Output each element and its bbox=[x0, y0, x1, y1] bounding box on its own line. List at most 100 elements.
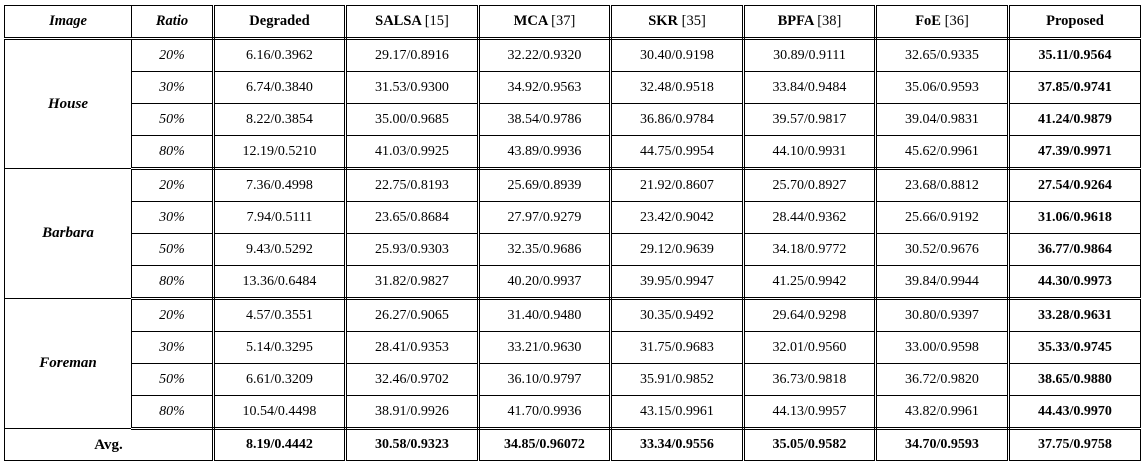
header-image: Image bbox=[4, 5, 132, 40]
value-cell: 30.89/0.9111 bbox=[743, 38, 877, 72]
header-salsa-label: SALSA bbox=[375, 13, 422, 29]
proposed-value-cell: 41.24/0.9879 bbox=[1008, 103, 1141, 136]
value-cell: 8.22/0.3854 bbox=[213, 103, 347, 136]
value-cell: 32.01/0.9560 bbox=[743, 331, 877, 364]
value-cell: 43.89/0.9936 bbox=[478, 135, 612, 170]
value-cell: 29.17/0.8916 bbox=[345, 38, 480, 72]
value-cell: 27.97/0.9279 bbox=[478, 201, 612, 234]
average-value-cell: 37.75/0.9758 bbox=[1008, 428, 1141, 461]
header-mca-label: MCA bbox=[513, 13, 548, 29]
ratio-cell: 20% bbox=[131, 38, 215, 72]
value-cell: 32.48/0.9518 bbox=[610, 71, 745, 104]
proposed-value-cell: 27.54/0.9264 bbox=[1008, 168, 1141, 202]
ratio-cell: 80% bbox=[131, 135, 215, 170]
value-cell: 36.73/0.9818 bbox=[743, 363, 877, 396]
value-cell: 7.36/0.4998 bbox=[213, 168, 347, 202]
value-cell: 39.57/0.9817 bbox=[743, 103, 877, 136]
ratio-cell: 30% bbox=[131, 331, 215, 364]
header-foe: FoE [36] bbox=[875, 5, 1010, 40]
value-cell: 10.54/0.4498 bbox=[213, 395, 347, 430]
average-value-cell: 35.05/0.9582 bbox=[743, 428, 877, 461]
value-cell: 45.62/0.9961 bbox=[875, 135, 1010, 170]
value-cell: 44.75/0.9954 bbox=[610, 135, 745, 170]
ratio-cell: 80% bbox=[131, 265, 215, 300]
table-row: 80% 12.19/0.5210 41.03/0.9925 43.89/0.9936 4… bbox=[5, 135, 1141, 170]
value-cell: 25.69/0.8939 bbox=[478, 168, 612, 202]
ratio-cell: 50% bbox=[131, 233, 215, 266]
header-degraded: Degraded bbox=[213, 5, 347, 40]
average-value-cell: 30.58/0.9323 bbox=[345, 428, 480, 461]
table-row: 50% 8.22/0.3854 35.00/0.9685 38.54/0.9786 36… bbox=[5, 103, 1141, 136]
value-cell: 4.57/0.3551 bbox=[213, 298, 347, 332]
value-cell: 44.10/0.9931 bbox=[743, 135, 877, 170]
header-skr-label: SKR bbox=[648, 13, 679, 29]
ratio-cell: 80% bbox=[131, 395, 215, 430]
proposed-value-cell: 35.11/0.9564 bbox=[1008, 38, 1141, 72]
value-cell: 41.03/0.9925 bbox=[345, 135, 480, 170]
value-cell: 32.46/0.9702 bbox=[345, 363, 480, 396]
ratio-cell: 20% bbox=[131, 298, 215, 332]
value-cell: 28.44/0.9362 bbox=[743, 201, 877, 234]
value-cell: 9.43/0.5292 bbox=[213, 233, 347, 266]
table-row: 50% 6.61/0.3209 32.46/0.9702 36.10/0.9797 35… bbox=[5, 363, 1141, 396]
value-cell: 35.00/0.9685 bbox=[345, 103, 480, 136]
header-row: Image Ratio Degraded SALSA [15] MCA [37]… bbox=[4, 5, 1141, 40]
value-cell: 25.93/0.9303 bbox=[345, 233, 480, 266]
header-bpfa-ref: [38] bbox=[817, 13, 842, 29]
value-cell: 30.52/0.9676 bbox=[875, 233, 1010, 266]
header-proposed: Proposed bbox=[1008, 5, 1141, 40]
table-row: Barbara 20% 7.36/0.4998 22.75/0.8193 25.69/0… bbox=[4, 168, 1141, 299]
value-cell: 31.75/0.9683 bbox=[610, 331, 745, 364]
value-cell: 25.66/0.9192 bbox=[875, 201, 1010, 234]
value-cell: 6.16/0.3962 bbox=[213, 38, 347, 72]
value-cell: 39.04/0.9831 bbox=[875, 103, 1010, 136]
value-cell: 34.92/0.9563 bbox=[478, 71, 612, 104]
header-bpfa-label: BPFA bbox=[777, 13, 814, 29]
header-skr-ref: [35] bbox=[681, 13, 706, 29]
table-row: Foreman 20% 4.57/0.3551 26.27/0.9065 31.40/0… bbox=[4, 298, 1141, 429]
header-ratio: Ratio bbox=[131, 5, 215, 40]
average-value-cell: 34.85/0.96072 bbox=[478, 428, 612, 461]
table-row: House 20% 6.16/0.3962 29.17/0.8916 32.22/0.9… bbox=[4, 38, 1141, 169]
header-salsa-ref: [15] bbox=[424, 13, 449, 29]
value-cell: 31.53/0.9300 bbox=[345, 71, 480, 104]
proposed-value-cell: 35.33/0.9745 bbox=[1008, 331, 1141, 364]
value-cell: 33.21/0.9630 bbox=[478, 331, 612, 364]
value-cell: 33.00/0.9598 bbox=[875, 331, 1010, 364]
value-cell: 23.65/0.8684 bbox=[345, 201, 480, 234]
value-cell: 30.40/0.9198 bbox=[610, 38, 745, 72]
value-cell: 36.86/0.9784 bbox=[610, 103, 745, 136]
header-mca-ref: [37] bbox=[551, 13, 576, 29]
value-cell: 22.75/0.8193 bbox=[345, 168, 480, 202]
value-cell: 29.12/0.9639 bbox=[610, 233, 745, 266]
average-label: Avg. bbox=[4, 428, 215, 461]
value-cell: 26.27/0.9065 bbox=[345, 298, 480, 332]
proposed-value-cell: 36.77/0.9864 bbox=[1008, 233, 1141, 266]
value-cell: 38.54/0.9786 bbox=[478, 103, 612, 136]
header-skr: SKR [35] bbox=[610, 5, 745, 40]
proposed-value-cell: 37.85/0.9741 bbox=[1008, 71, 1141, 104]
value-cell: 30.35/0.9492 bbox=[610, 298, 745, 332]
value-cell: 36.10/0.9797 bbox=[478, 363, 612, 396]
value-cell: 31.40/0.9480 bbox=[478, 298, 612, 332]
header-salsa: SALSA [15] bbox=[345, 5, 480, 40]
average-value-cell: 34.70/0.9593 bbox=[875, 428, 1010, 461]
image-name-cell: Barbara bbox=[4, 168, 132, 299]
proposed-value-cell: 44.30/0.9973 bbox=[1008, 265, 1141, 300]
value-cell: 5.14/0.3295 bbox=[213, 331, 347, 364]
value-cell: 41.25/0.9942 bbox=[743, 265, 877, 300]
header-foe-label: FoE bbox=[915, 13, 941, 29]
ratio-cell: 30% bbox=[131, 71, 215, 104]
value-cell: 13.36/0.6484 bbox=[213, 265, 347, 300]
value-cell: 33.84/0.9484 bbox=[743, 71, 877, 104]
value-cell: 32.35/0.9686 bbox=[478, 233, 612, 266]
value-cell: 32.65/0.9335 bbox=[875, 38, 1010, 72]
value-cell: 6.74/0.3840 bbox=[213, 71, 347, 104]
value-cell: 7.94/0.5111 bbox=[213, 201, 347, 234]
average-value-cell: 8.19/0.4442 bbox=[213, 428, 347, 461]
value-cell: 28.41/0.9353 bbox=[345, 331, 480, 364]
image-name-cell: Foreman bbox=[4, 298, 132, 429]
value-cell: 38.91/0.9926 bbox=[345, 395, 480, 430]
ratio-cell: 20% bbox=[131, 168, 215, 202]
proposed-value-cell: 38.65/0.9880 bbox=[1008, 363, 1141, 396]
